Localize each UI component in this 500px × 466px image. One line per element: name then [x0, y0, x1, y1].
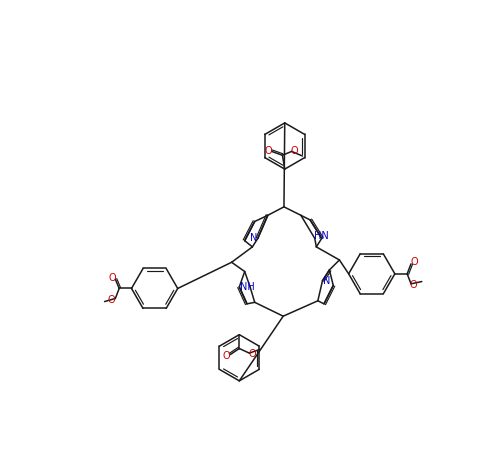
Text: O: O [248, 349, 256, 359]
Text: O: O [108, 295, 116, 305]
Text: O: O [265, 146, 272, 156]
Text: O: O [410, 257, 418, 267]
Text: O: O [108, 273, 116, 283]
Text: N: N [250, 233, 258, 243]
Text: O: O [290, 146, 298, 156]
Text: O: O [222, 351, 230, 361]
Text: N: N [322, 276, 330, 286]
Text: HN: HN [314, 231, 328, 241]
Text: NH: NH [240, 282, 254, 292]
Text: O: O [410, 281, 417, 290]
